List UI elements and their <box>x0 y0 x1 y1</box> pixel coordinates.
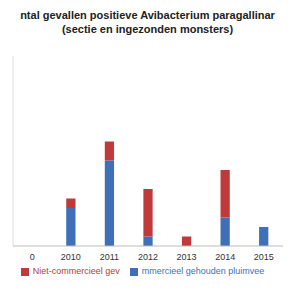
html-text:(sectie en ingezonden monsters: (sectie en ingezonden monsters) <box>61 23 234 35</box>
html-text:ntal gevallen positieve Avibac: ntal gevallen positieve Avibacterium par… <box>20 9 275 21</box>
svg-text:2013: 2013 <box>177 252 197 262</box>
html-text:Niet-commercieel gev: Niet-commercieel gev <box>32 266 120 276</box>
svg-text:2010: 2010 <box>61 252 81 262</box>
html-text:mmercieel gehouden pluimvee: mmercieel gehouden pluimvee <box>141 266 265 276</box>
svg-text:2015: 2015 <box>254 252 274 262</box>
svg-text:2012: 2012 <box>138 252 158 262</box>
svg-text:0: 0 <box>30 252 35 262</box>
svg-text:2011: 2011 <box>100 252 119 262</box>
svg-text:2014: 2014 <box>215 252 235 262</box>
